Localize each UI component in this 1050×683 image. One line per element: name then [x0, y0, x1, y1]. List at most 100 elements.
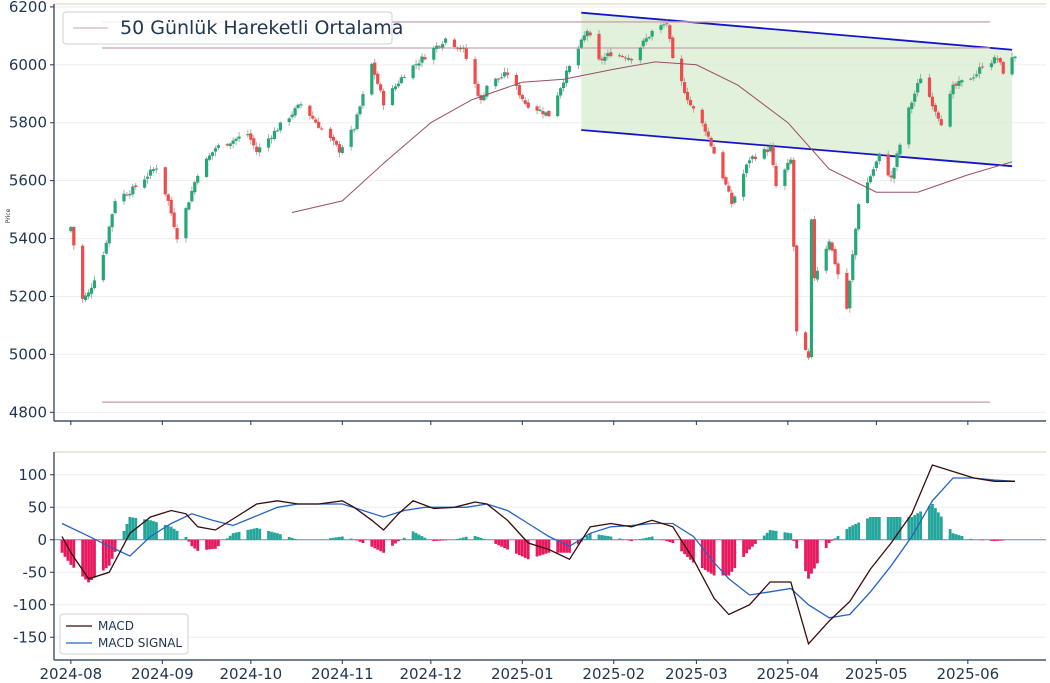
candle-up — [579, 39, 583, 48]
histogram-bar-positive — [461, 537, 465, 540]
price-y-tick-label: 5000 — [9, 345, 47, 363]
candle-up — [370, 63, 374, 95]
candle-down — [936, 112, 940, 119]
candle-up — [216, 145, 220, 148]
candle-up — [128, 193, 132, 196]
candle-down — [473, 59, 477, 84]
candle-up — [960, 80, 964, 83]
histogram-bar-positive — [131, 517, 135, 540]
price-y-tick-label: 5800 — [9, 114, 47, 132]
histogram-bar-positive — [128, 517, 132, 540]
candle-down — [680, 58, 684, 82]
candle-up — [972, 77, 976, 79]
histogram-bar-positive — [149, 520, 152, 540]
histogram-bar-negative — [995, 539, 999, 541]
candle-up — [500, 77, 504, 79]
candle-down — [452, 39, 457, 48]
histogram-bar-positive — [762, 535, 766, 540]
histogram-bar-negative — [211, 539, 214, 549]
histogram-bar-negative — [526, 539, 530, 560]
candle-down — [455, 47, 459, 49]
histogram-bar-negative — [538, 539, 542, 556]
candle-down — [795, 245, 799, 332]
histogram-bar-negative — [804, 539, 807, 572]
histogram-bar-positive — [892, 517, 896, 540]
histogram-bar-positive — [332, 537, 335, 540]
histogram-bar-negative — [556, 539, 560, 553]
histogram-bar-negative — [517, 539, 521, 556]
histogram-bar-negative — [216, 539, 220, 547]
histogram-bar-negative — [190, 539, 194, 547]
histogram-bar-positive — [163, 524, 167, 540]
candle-up — [989, 63, 994, 68]
histogram-bar-negative — [813, 539, 816, 569]
candle-down — [939, 119, 943, 126]
macd-y-tick-label: 100 — [18, 466, 47, 484]
histogram-bar-positive — [184, 536, 188, 540]
histogram-bar-negative — [689, 539, 692, 560]
candle-up — [567, 65, 572, 72]
candle-down — [328, 128, 333, 139]
histogram-bar-negative — [751, 539, 754, 547]
histogram-bar-positive — [423, 537, 427, 540]
candle-down — [806, 351, 811, 358]
histogram-bar-positive — [877, 517, 881, 540]
histogram-bar-positive — [293, 538, 297, 540]
candle-down — [334, 140, 339, 145]
candle-up — [647, 37, 651, 39]
macd-x-ticks: 2024-08 2024-09 2024-10 2024-11 2024-12 2025-… — [40, 660, 999, 683]
candle-up — [877, 153, 881, 162]
candle-down — [125, 194, 129, 196]
candle-up — [485, 85, 489, 97]
candle-up — [871, 169, 876, 176]
histogram-bar-negative — [81, 539, 85, 577]
price-y-tick-label: 4800 — [9, 403, 47, 421]
candle-down — [308, 105, 312, 116]
candle-down — [730, 192, 734, 205]
candle-up — [234, 138, 238, 141]
candle-down — [163, 167, 167, 195]
histogram-bar-positive — [231, 533, 235, 540]
candle-up — [435, 45, 439, 49]
histogram-bar-positive — [225, 538, 229, 540]
histogram-bar-negative — [187, 539, 191, 542]
candle-up — [143, 179, 147, 188]
candle-up — [113, 201, 117, 214]
candle-down — [685, 91, 690, 101]
histogram-bar-positive — [928, 505, 931, 540]
candle-up — [644, 38, 648, 42]
candle-down — [520, 94, 524, 100]
candle-down — [134, 185, 138, 187]
histogram-bar-negative — [807, 539, 810, 579]
histogram-bar-positive — [609, 536, 613, 540]
candle-up — [768, 146, 772, 152]
histogram-bar-negative — [72, 539, 76, 568]
histogram-bar-negative — [535, 539, 539, 557]
price-legend: 50 Günlük Hareketli Ortalama — [62, 11, 403, 45]
price-y-tick-label: 5400 — [9, 230, 47, 248]
candle-up — [786, 162, 790, 170]
histogram-bar-negative — [745, 539, 748, 554]
histogram-bar-positive — [833, 538, 837, 540]
candle-down — [535, 106, 539, 111]
price-legend-label: 50 Günlük Hareketli Ortalama — [120, 17, 403, 39]
candle-up — [213, 148, 218, 152]
candle-down — [225, 144, 229, 146]
histogram-bar-positive — [600, 535, 604, 540]
histogram-bar-positive — [414, 532, 418, 540]
macd-y-tick-label: -150 — [13, 628, 47, 646]
candle-up — [184, 208, 188, 239]
histogram-bar-positive — [278, 534, 282, 540]
candle-down — [597, 33, 601, 60]
candle-up — [851, 254, 855, 281]
candle-up — [131, 186, 135, 195]
histogram-bar-positive — [954, 534, 958, 540]
candle-down — [172, 212, 176, 228]
x-tick-label: 2024-08 — [40, 665, 103, 683]
candle-up — [355, 114, 359, 130]
candle-down — [691, 106, 696, 109]
candle-up — [420, 56, 424, 63]
histogram-bar-positive — [866, 518, 869, 540]
candle-down — [724, 177, 728, 185]
candle-up — [824, 248, 828, 271]
